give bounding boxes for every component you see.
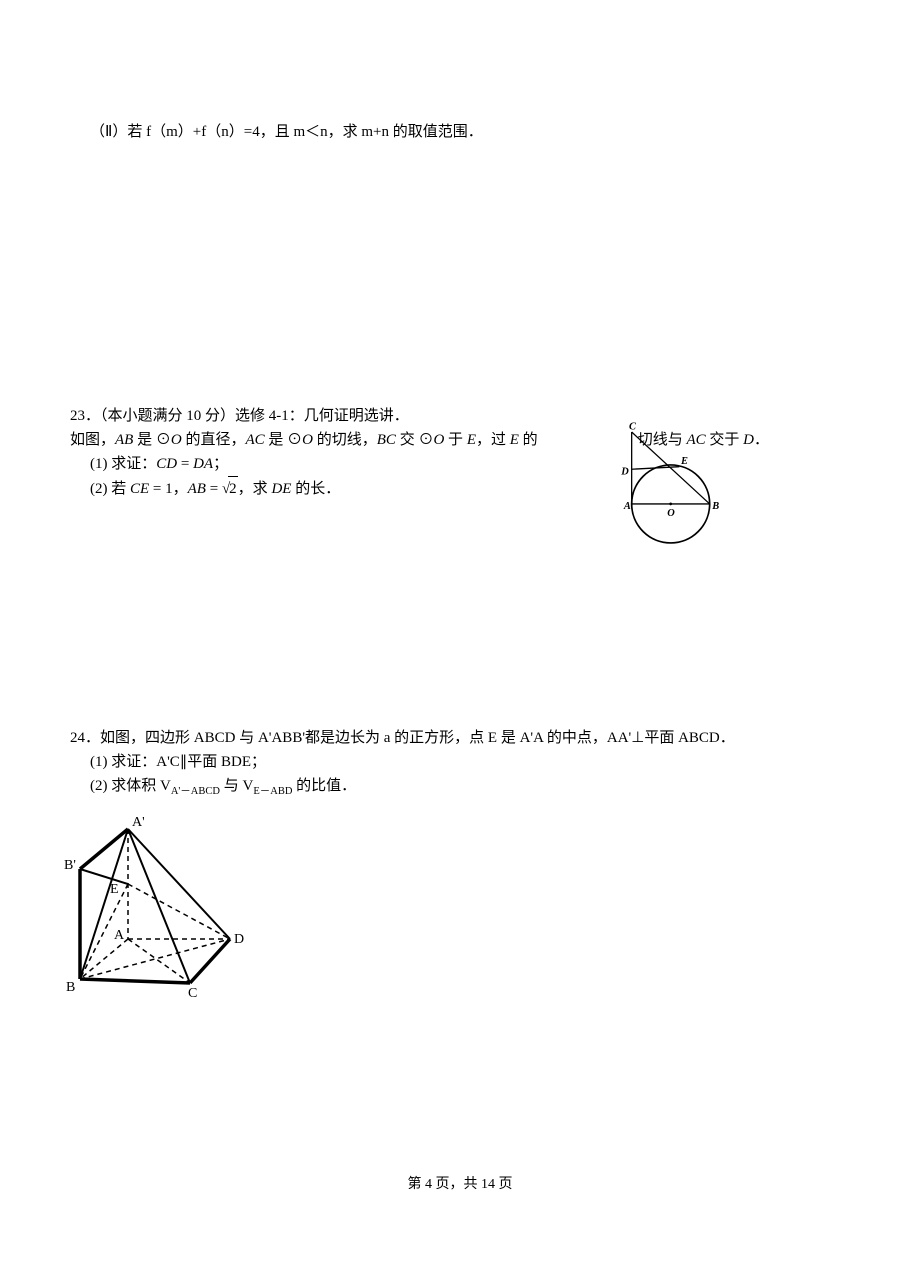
t: (2) 求体积 V	[90, 778, 171, 794]
label-A: A	[114, 928, 125, 943]
q23-text-block: 23．（本小题满分 10 分）选修 4-1：几何证明选讲． 如图，AB 是 ⊙O…	[70, 404, 850, 501]
page-footer: 第 4 页，共 14 页	[0, 1173, 920, 1193]
edge-BD	[80, 939, 230, 979]
t: ．	[754, 432, 769, 448]
t: =	[206, 481, 222, 497]
problem-22-part2: （Ⅱ）若 f（m）+f（n）=4，且 m＜n，求 m+n 的取值范围．	[90, 120, 850, 144]
t: 如图，	[70, 432, 115, 448]
t: BC	[377, 432, 396, 448]
problem-24: 24．如图，四边形 ABCD 与 A'ABB'都是边长为 a 的正方形，点 E …	[70, 726, 850, 1009]
label-D: D	[234, 932, 244, 947]
q24-figure: A' B' A B C D E	[60, 811, 850, 1009]
t: 交 ⊙	[396, 432, 434, 448]
t: 第	[408, 1177, 426, 1192]
t: (1) 求证：A'C∥平面 BDE；	[90, 754, 266, 770]
label-E: E	[110, 882, 119, 897]
q23-number: 23．	[70, 408, 100, 424]
q24-text: 如图，四边形 ABCD 与 A'ABB'都是边长为 a 的正方形，点 E 是 A…	[100, 730, 735, 746]
t: 于	[444, 432, 467, 448]
q23-sub1: (1) 求证：CD = DA；	[90, 452, 850, 476]
t: DA	[193, 456, 213, 472]
label-C: C	[188, 986, 197, 1001]
page-content: （Ⅱ）若 f（m）+f（n）=4，且 m＜n，求 m+n 的取值范围． A B …	[0, 0, 920, 1009]
q23-sub2: (2) 若 CE = 1，AB = √2，求 DE 的长．	[90, 476, 850, 501]
t: 的切线，	[313, 432, 377, 448]
t: =	[177, 456, 193, 472]
t: 是 ⊙	[265, 432, 303, 448]
t: 与 V	[220, 778, 253, 794]
t: 页	[495, 1177, 513, 1192]
q23-line1: 如图，AB 是 ⊙O 的直径，AC 是 ⊙O 的切线，BC 交 ⊙O 于 E，过…	[70, 428, 850, 452]
label-Bp: B'	[64, 858, 76, 873]
q23-header-rest: （本小题满分 10 分）选修 4-1：几何证明选讲．	[100, 408, 409, 424]
edge-CD	[190, 939, 230, 983]
t: 切线与	[638, 432, 687, 448]
solid-diagram-svg: A' B' A B C D E	[60, 811, 260, 1001]
t: = 1，	[149, 481, 187, 497]
q22-text: （Ⅱ）若 f（m）+f（n）=4，且 m＜n，求 m+n 的取值范围．	[90, 124, 483, 140]
t: 页，共	[432, 1177, 481, 1192]
point-O	[669, 503, 672, 506]
t: (1) 求证：	[90, 456, 156, 472]
label-B: B	[711, 501, 719, 512]
t: CE	[130, 481, 149, 497]
t: ，过	[476, 432, 510, 448]
page-number: 4	[425, 1177, 432, 1192]
label-O: O	[667, 508, 675, 519]
t: 交于	[706, 432, 744, 448]
t: CD	[156, 456, 177, 472]
t: 的直径，	[182, 432, 246, 448]
edge-ApD	[128, 829, 230, 939]
t: 是 ⊙	[133, 432, 171, 448]
edge-ED	[128, 884, 230, 939]
edge-ApB	[80, 829, 128, 979]
t: O	[433, 432, 444, 448]
t: O	[302, 432, 313, 448]
q24-sub1: (1) 求证：A'C∥平面 BDE；	[90, 750, 850, 774]
t: E	[510, 432, 519, 448]
sqrt-val: 2	[228, 476, 238, 501]
edge-ApC	[128, 829, 190, 983]
q23-tail: 切线与 AC 交于 D．	[638, 432, 769, 448]
q23-header: 23．（本小题满分 10 分）选修 4-1：几何证明选讲．	[70, 404, 850, 428]
t: 的长．	[291, 481, 340, 497]
t: 的	[519, 432, 538, 448]
t: ；	[213, 456, 228, 472]
t: DE	[271, 481, 291, 497]
q24-line1: 24．如图，四边形 ABCD 与 A'ABB'都是边长为 a 的正方形，点 E …	[70, 726, 850, 750]
t: 的比值．	[292, 778, 356, 794]
t: AC	[686, 432, 705, 448]
t: (2) 若	[90, 481, 130, 497]
problem-23: A B C D E O 23．（本小题满分 10 分）选修 4-1：几何证明选讲…	[70, 404, 850, 501]
t: O	[171, 432, 182, 448]
edge-BpE	[80, 869, 128, 884]
t: AC	[245, 432, 264, 448]
edge-BC	[80, 979, 190, 983]
label-A: A	[623, 501, 631, 512]
label-Ap: A'	[132, 815, 145, 830]
t: ，求	[238, 481, 272, 497]
page-total: 14	[481, 1177, 495, 1192]
t: AB	[188, 481, 206, 497]
sqrt: √2	[222, 476, 238, 501]
sub: A'－ABCD	[171, 786, 220, 797]
q24-sub2: (2) 求体积 VA'－ABCD 与 VE－ABD 的比值．	[90, 774, 850, 801]
t: D	[743, 432, 754, 448]
label-B: B	[66, 980, 75, 995]
t: E	[467, 432, 476, 448]
sub: E－ABD	[253, 786, 292, 797]
t: AB	[115, 432, 133, 448]
q24-number: 24．	[70, 730, 100, 746]
